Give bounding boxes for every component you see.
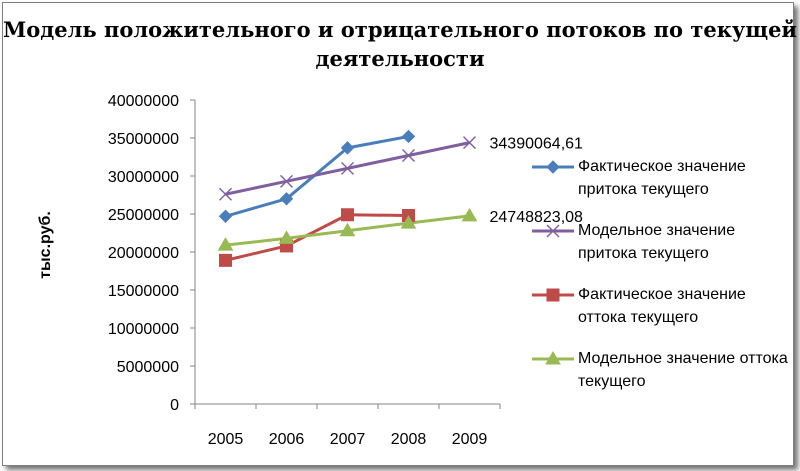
legend-item-4: Модельное значение оттока текущего: [530, 347, 795, 411]
x-tick-label: 2009: [452, 431, 488, 448]
y-tick-label: 25000000: [108, 207, 179, 224]
legend-item-2: Модельное значение притока текущего: [530, 219, 795, 283]
legend-symbol-2: [546, 224, 560, 238]
series-4-point: [461, 207, 478, 222]
series-markers: [217, 129, 478, 267]
y-tick-label: 10000000: [108, 321, 179, 338]
series-1-point: [340, 141, 355, 155]
legend-label-3: Фактическое значение оттока текущего: [578, 286, 746, 326]
series-2-point: [402, 148, 415, 162]
series-4-point: [400, 215, 417, 229]
series-4-point: [339, 222, 356, 237]
legend-item-1: Фактическое значение притока текущего: [530, 155, 795, 219]
x-tick-label: 2007: [330, 431, 366, 448]
x-tick-label: 2005: [208, 431, 244, 448]
series-2-point: [341, 161, 354, 175]
series-1-point: [401, 129, 416, 144]
x-tick-label: 2008: [391, 431, 427, 448]
legend: Фактическое значение притока текущего Мод…: [530, 155, 795, 411]
chart-title-text: Модель положительного и отрицательного п…: [2, 17, 798, 71]
data-label: 24748823,08: [490, 209, 584, 226]
legend-label-2: Модельное значение притока текущего: [578, 222, 736, 262]
legend-marker-2: [532, 224, 574, 238]
y-tick-label: 35000000: [108, 131, 179, 148]
y-tick-label: 5000000: [117, 359, 179, 376]
legend-item-3: Фактическое значение оттока текущего: [530, 283, 795, 347]
series-4-point: [217, 237, 234, 251]
series-2-point: [280, 174, 293, 188]
series-2-point: [463, 136, 476, 150]
data-label: 34390064,61: [490, 136, 584, 153]
y-tick-label: 15000000: [108, 283, 179, 300]
series-3-point: [219, 253, 232, 267]
series-4-point: [278, 230, 295, 244]
legend-marker-1: [532, 160, 574, 174]
legend-label-1: Фактическое значение притока текущего: [578, 158, 746, 198]
series-lines: [225, 135, 470, 262]
y-tick-label: 40000000: [108, 93, 179, 110]
series-line-3: [225, 213, 409, 262]
series-1-point: [218, 209, 233, 223]
tick-labels: 0 5000000 10000000 15000000 20000000 25000000…: [108, 93, 488, 448]
data-labels: 34390064,61 24748823,08: [490, 136, 584, 226]
chart-title: Модель положительного и отрицательного п…: [0, 15, 800, 73]
legend-symbol-4: [545, 351, 561, 365]
axes: [190, 99, 501, 409]
series-3-point: [341, 208, 354, 222]
legend-label-4: Модельное значение оттока текущего: [578, 350, 788, 390]
series-1-point: [279, 192, 294, 206]
y-tick-label: 30000000: [108, 169, 179, 186]
legend-marker-3: [532, 288, 574, 302]
legend-symbol-3: [546, 288, 560, 302]
x-tick-label: 2006: [269, 431, 305, 448]
y-tick-label: 0: [170, 397, 179, 414]
series-2-point: [219, 187, 232, 201]
y-tick-label: 20000000: [108, 245, 179, 262]
legend-symbol-1: [546, 160, 560, 174]
legend-marker-4: [532, 351, 574, 365]
chart-frame: [2, 2, 794, 466]
